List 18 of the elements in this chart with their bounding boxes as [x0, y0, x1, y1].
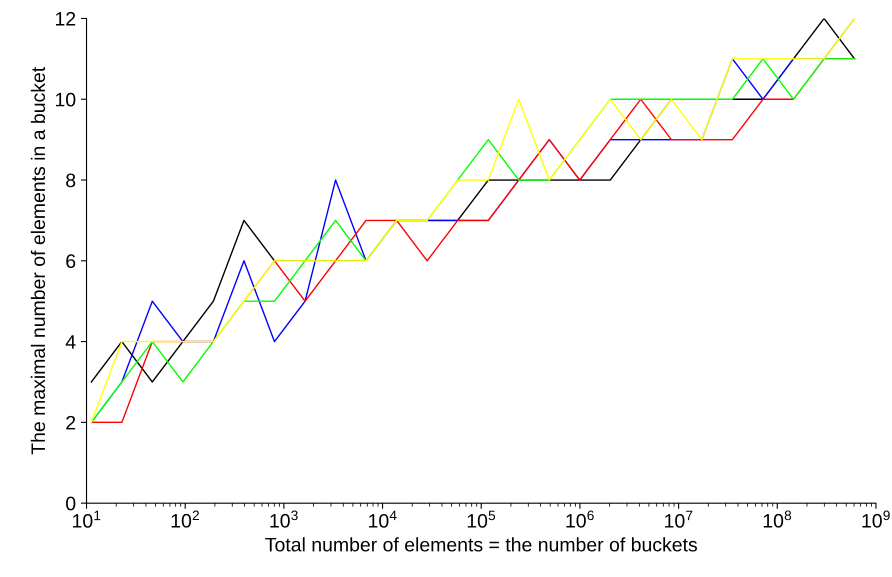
y-tick-label: 10 [56, 92, 76, 106]
x-tick-label: 10$^{1}$ [73, 510, 100, 528]
y-tick-label: 6 [66, 254, 76, 268]
y-tick-label: 2 [66, 416, 76, 430]
x-axis-title: Total number of elements = the number of buckets [265, 537, 697, 552]
x-tick-label: 10$^{4}$ [369, 510, 397, 528]
x-tick-label: 10$^{5}$ [468, 510, 496, 528]
x-tick-label: 10$^{8}$ [764, 510, 792, 528]
y-axis-title: The maximal number of elements in a bucket [30, 66, 46, 454]
x-tick-label: 10$^{2}$ [172, 510, 199, 528]
x-tick-label: 10$^{9}$ [862, 510, 890, 528]
x-tick-label: 10$^{3}$ [270, 510, 298, 528]
x-tick-label: 10$^{7}$ [665, 510, 692, 528]
x-tick-label: 10$^{6}$ [566, 510, 594, 528]
y-tick-label: 0 [66, 496, 76, 510]
y-tick-label: 4 [66, 335, 76, 349]
y-tick-label: 12 [56, 12, 76, 26]
y-tick-label: 8 [66, 173, 76, 188]
